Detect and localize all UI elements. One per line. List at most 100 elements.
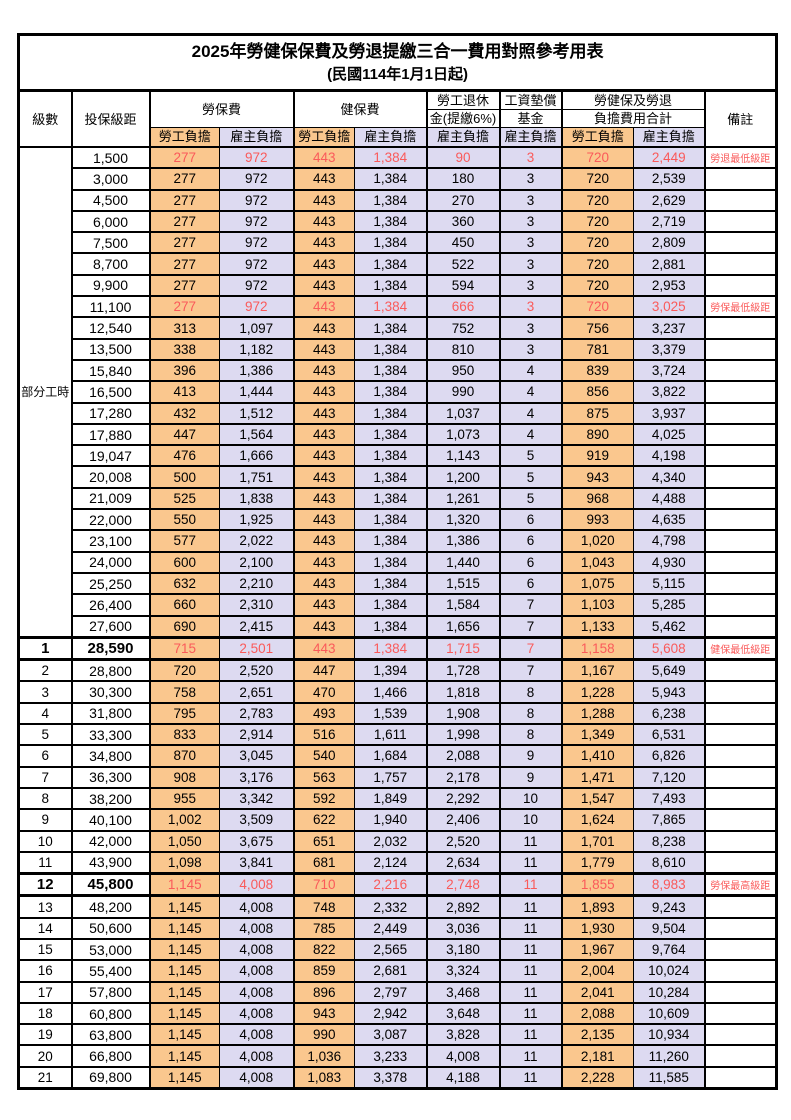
note-cell bbox=[703, 444, 778, 468]
value-cell: 1,584 bbox=[425, 593, 500, 617]
value-cell: 360 bbox=[425, 209, 500, 234]
value-cell: 470 bbox=[292, 680, 355, 704]
value-cell: 2,032 bbox=[354, 829, 427, 853]
value-cell: 3 bbox=[498, 252, 562, 276]
value-cell: 2,022 bbox=[219, 529, 294, 553]
value-cell: 1,515 bbox=[425, 571, 500, 596]
level-cell: 18 bbox=[18, 1001, 72, 1026]
value-cell: 1,967 bbox=[560, 937, 634, 962]
value-cell: 4 bbox=[498, 422, 562, 447]
bracket-cell: 33,300 bbox=[70, 723, 150, 747]
value-cell: 720 bbox=[560, 231, 634, 255]
value-cell: 11,260 bbox=[633, 1044, 705, 1068]
value-cell: 2,449 bbox=[633, 145, 705, 170]
value-cell: 4 bbox=[498, 401, 562, 425]
table-row: 8 38,200 955 3,342 592 1,849 2,292 10 1,547 7,493 bbox=[18, 786, 778, 811]
value-cell: 785 bbox=[292, 916, 355, 940]
value-cell: 2,953 bbox=[633, 273, 705, 298]
bracket-cell: 17,880 bbox=[70, 422, 150, 447]
value-cell: 2,178 bbox=[425, 765, 500, 789]
premium-reference-sheet: 2025年勞健保保費及勞退提繳三合一費用對照參考用表 (民國114年1月1日起)… bbox=[17, 33, 779, 1091]
value-cell: 1,036 bbox=[292, 1044, 355, 1068]
bracket-cell: 57,800 bbox=[70, 980, 150, 1004]
value-cell: 666 bbox=[425, 295, 500, 319]
bracket-cell: 9,900 bbox=[70, 273, 150, 298]
note-cell bbox=[703, 167, 778, 191]
value-cell: 720 bbox=[560, 252, 634, 276]
value-cell: 990 bbox=[425, 380, 500, 404]
bracket-cell: 69,800 bbox=[70, 1065, 150, 1090]
bracket-cell: 34,800 bbox=[70, 744, 150, 768]
value-cell: 1,037 bbox=[425, 401, 500, 425]
note-cell: 健保最低級距 bbox=[703, 635, 778, 662]
note-cell bbox=[703, 358, 778, 383]
value-cell: 1,384 bbox=[354, 444, 427, 468]
value-cell: 972 bbox=[219, 145, 294, 170]
value-cell: 8,238 bbox=[633, 829, 705, 853]
bracket-cell: 27,600 bbox=[70, 614, 150, 639]
value-cell: 3,025 bbox=[633, 295, 705, 319]
value-cell: 1,145 bbox=[148, 894, 220, 919]
value-cell: 8 bbox=[498, 680, 562, 704]
value-cell: 748 bbox=[292, 894, 355, 919]
bracket-cell: 50,600 bbox=[70, 916, 150, 940]
table-row: 部分工時 1,500 277 972 443 1,384 90 3 720 2,449 勞退最低級距 bbox=[18, 145, 778, 639]
bracket-cell: 6,000 bbox=[70, 209, 150, 234]
value-cell: 277 bbox=[148, 209, 220, 234]
bracket-cell: 22,000 bbox=[70, 508, 150, 532]
table-row: 17,880 447 1,564 443 1,384 1,073 4 890 4,025 bbox=[19, 422, 778, 447]
value-cell: 3 bbox=[498, 145, 562, 170]
value-cell: 7 bbox=[498, 635, 562, 662]
value-cell: 443 bbox=[292, 550, 355, 574]
title-block: 2025年勞健保保費及勞退提繳三合一費用對照參考用表 (民國114年1月1日起) bbox=[17, 34, 778, 92]
table-row: 16 55,400 1,145 4,008 859 2,681 3,324 11 2,004 10… bbox=[18, 959, 778, 983]
value-cell: 1,611 bbox=[354, 723, 427, 747]
table-row: 23,100 577 2,022 443 1,384 1,386 6 1,020 4,798 bbox=[19, 529, 778, 553]
value-cell: 1,386 bbox=[219, 358, 294, 383]
value-cell: 1,261 bbox=[425, 486, 500, 511]
value-cell: 2,539 bbox=[633, 167, 705, 191]
value-cell: 592 bbox=[292, 786, 355, 811]
value-cell: 1,849 bbox=[354, 786, 427, 811]
value-cell: 1,384 bbox=[354, 295, 427, 319]
value-cell: 540 bbox=[292, 744, 355, 768]
value-cell: 10,284 bbox=[633, 980, 705, 1004]
value-cell: 8,610 bbox=[633, 850, 705, 875]
value-cell: 710 bbox=[292, 872, 355, 898]
table-row: 21 69,800 1,145 4,008 1,083 3,378 4,188 11 2,228… bbox=[18, 1065, 778, 1090]
value-cell: 1,930 bbox=[560, 916, 634, 940]
value-cell: 413 bbox=[148, 380, 220, 404]
value-cell: 476 bbox=[148, 444, 220, 468]
value-cell: 810 bbox=[425, 337, 500, 361]
value-cell: 1,564 bbox=[219, 422, 294, 447]
value-cell: 1,384 bbox=[354, 358, 427, 383]
col-header-pension-line1: 勞工退休 bbox=[425, 90, 500, 110]
value-cell: 822 bbox=[292, 937, 355, 962]
note-cell bbox=[703, 422, 778, 447]
value-cell: 2,041 bbox=[560, 980, 634, 1004]
value-cell: 1,002 bbox=[148, 808, 220, 832]
table-row: 19,047 476 1,666 443 1,384 1,143 5 919 4,198 bbox=[19, 444, 778, 468]
table-row: 20,008 500 1,751 443 1,384 1,200 5 943 4,340 bbox=[19, 465, 778, 489]
value-cell: 443 bbox=[292, 422, 355, 447]
note-cell bbox=[703, 401, 778, 425]
value-cell: 5,115 bbox=[633, 571, 705, 596]
value-cell: 4,008 bbox=[219, 1044, 294, 1068]
bracket-cell: 28,800 bbox=[70, 658, 150, 683]
value-cell: 1,384 bbox=[354, 167, 427, 191]
value-cell: 4,930 bbox=[633, 550, 705, 574]
table-row: 19 63,800 1,145 4,008 990 3,087 3,828 11 2,135 10… bbox=[18, 1023, 778, 1047]
level-cell: 10 bbox=[18, 829, 72, 853]
value-cell: 1,908 bbox=[425, 701, 500, 726]
value-cell: 1,757 bbox=[354, 765, 427, 789]
value-cell: 972 bbox=[219, 167, 294, 191]
bracket-cell: 11,100 bbox=[70, 295, 150, 319]
value-cell: 1,512 bbox=[219, 401, 294, 425]
value-cell: 443 bbox=[292, 635, 355, 662]
level-cell: 16 bbox=[18, 959, 72, 983]
value-cell: 993 bbox=[560, 508, 634, 532]
note-cell bbox=[703, 316, 778, 340]
value-cell: 3 bbox=[498, 231, 562, 255]
value-cell: 690 bbox=[148, 614, 220, 639]
bracket-cell: 12,540 bbox=[70, 316, 150, 340]
